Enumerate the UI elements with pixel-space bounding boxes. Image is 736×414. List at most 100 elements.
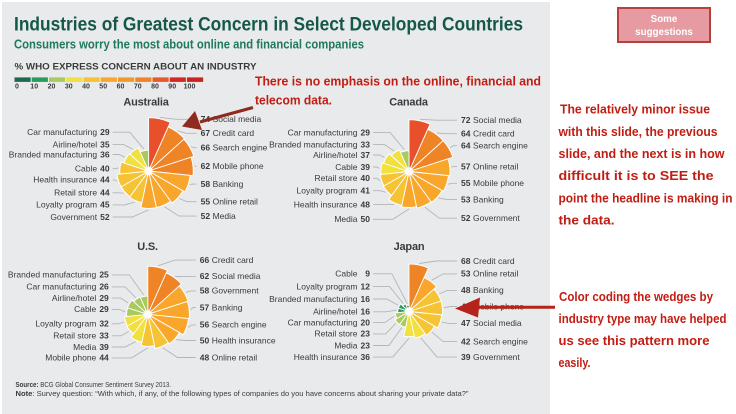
svg-text:Health insurance: Health insurance <box>212 335 276 345</box>
svg-text:23: 23 <box>361 329 371 339</box>
svg-text:58: 58 <box>201 179 211 189</box>
svg-text:39: 39 <box>99 342 109 352</box>
svg-text:Government: Government <box>473 213 520 223</box>
svg-text:53: 53 <box>461 194 471 204</box>
svg-text:48: 48 <box>461 285 471 295</box>
svg-text:50: 50 <box>200 335 210 345</box>
svg-text:Credit card: Credit card <box>212 255 254 265</box>
svg-text:Credit card: Credit card <box>473 129 515 139</box>
svg-text:29: 29 <box>100 127 110 137</box>
svg-text:Media: Media <box>73 342 96 352</box>
svg-text:41: 41 <box>361 186 371 196</box>
svg-text:Government: Government <box>473 352 520 362</box>
svg-text:26: 26 <box>99 282 109 292</box>
svg-text:Credit card: Credit card <box>213 128 255 138</box>
svg-text:Mobile phone: Mobile phone <box>213 161 264 171</box>
svg-text:48: 48 <box>361 199 371 209</box>
svg-text:easily.: easily. <box>559 355 591 370</box>
svg-text:Airline/hotel: Airline/hotel <box>313 150 358 160</box>
svg-text:16: 16 <box>361 307 371 317</box>
svg-text:Search engine: Search engine <box>473 336 528 346</box>
svg-text:Canada: Canada <box>389 97 429 109</box>
svg-text:16: 16 <box>361 294 371 304</box>
svg-text:Mobile phone: Mobile phone <box>45 353 96 363</box>
svg-text:Credit card: Credit card <box>473 256 515 266</box>
svg-text:Search engine: Search engine <box>473 141 528 151</box>
svg-text:Retail store: Retail store <box>53 331 96 341</box>
svg-text:Branded manufacturing: Branded manufacturing <box>269 139 358 149</box>
svg-text:35: 35 <box>100 139 110 149</box>
svg-text:40: 40 <box>361 173 371 183</box>
svg-text:Industries of Greatest Concern: Industries of Greatest Concern in Select… <box>14 14 523 36</box>
svg-text:Car manufacturing: Car manufacturing <box>27 127 97 137</box>
svg-text:Social media: Social media <box>473 318 522 328</box>
svg-text:30: 30 <box>65 84 73 91</box>
svg-text:36: 36 <box>361 352 371 362</box>
svg-text:telecom data.: telecom data. <box>255 93 332 108</box>
svg-text:25: 25 <box>99 270 109 280</box>
svg-text:Cable: Cable <box>335 269 357 279</box>
svg-text:Airline/hotel: Airline/hotel <box>313 307 358 317</box>
svg-text:U.S.: U.S. <box>137 241 158 253</box>
svg-text:Online retail: Online retail <box>473 161 518 171</box>
svg-text:29: 29 <box>361 127 371 137</box>
svg-text:44: 44 <box>100 188 110 198</box>
svg-text:57: 57 <box>200 302 210 312</box>
svg-text:Government: Government <box>212 286 259 296</box>
svg-text:100: 100 <box>184 84 196 91</box>
svg-text:56: 56 <box>200 320 210 330</box>
svg-text:50: 50 <box>99 84 107 91</box>
svg-text:Cable: Cable <box>335 162 357 172</box>
svg-text:90: 90 <box>168 84 176 91</box>
svg-text:% WHO EXPRESS CONCERN ABOUT AN: % WHO EXPRESS CONCERN ABOUT AN INDUSTRY <box>15 62 257 72</box>
svg-text:66: 66 <box>200 255 210 265</box>
svg-text:62: 62 <box>200 271 210 281</box>
svg-text:slide, and the next is in how: slide, and the next is in how <box>559 146 726 161</box>
svg-text:52: 52 <box>201 211 211 221</box>
svg-text:55: 55 <box>201 197 211 207</box>
svg-text:40: 40 <box>100 164 110 174</box>
svg-text:47: 47 <box>461 318 471 328</box>
svg-text:12: 12 <box>361 281 371 291</box>
svg-text:Branded manufacturing: Branded manufacturing <box>9 149 98 159</box>
svg-text:60: 60 <box>117 84 125 91</box>
svg-text:Consumers worry the most about: Consumers worry the most about online an… <box>14 38 364 52</box>
svg-text:Loyalty program: Loyalty program <box>297 186 358 196</box>
svg-text:45: 45 <box>100 200 110 210</box>
svg-text:suggestions: suggestions <box>635 27 693 38</box>
svg-text:Japan: Japan <box>394 241 425 253</box>
svg-text:Branded manufacturing: Branded manufacturing <box>8 270 97 280</box>
svg-text:Retail store: Retail store <box>54 188 97 198</box>
svg-text:Banking: Banking <box>213 179 244 189</box>
svg-text:Note: Survey question: “With w: Note: Survey question: “With which, if a… <box>16 389 470 398</box>
svg-text:39: 39 <box>461 352 471 362</box>
svg-text:Government: Government <box>50 212 97 222</box>
svg-text:difficult it is to SEE the: difficult it is to SEE the <box>559 168 714 183</box>
svg-text:Cable: Cable <box>74 304 96 314</box>
svg-text:Banking: Banking <box>212 302 243 312</box>
svg-text:Media: Media <box>213 211 236 221</box>
svg-text:23: 23 <box>361 340 371 350</box>
svg-text:Car manufacturing: Car manufacturing <box>288 127 358 137</box>
svg-text:36: 36 <box>100 149 110 159</box>
svg-text:72: 72 <box>461 115 471 125</box>
svg-text:Branded manufacturing: Branded manufacturing <box>269 294 358 304</box>
svg-text:Social media: Social media <box>213 114 262 124</box>
svg-text:Media: Media <box>334 340 357 350</box>
svg-text:64: 64 <box>461 129 471 139</box>
svg-text:42: 42 <box>461 336 471 346</box>
svg-text:There is no emphasis on the on: There is no emphasis on the online, fina… <box>255 74 541 89</box>
svg-text:Loyalty program: Loyalty program <box>36 200 97 210</box>
svg-text:Health insurance: Health insurance <box>33 175 97 185</box>
svg-text:Online retail: Online retail <box>212 352 257 362</box>
svg-text:66: 66 <box>201 143 211 153</box>
svg-text:with this slide, the previous: with this slide, the previous <box>558 124 718 139</box>
svg-text:29: 29 <box>99 304 109 314</box>
svg-text:industry type may have helped: industry type may have helped <box>559 311 727 326</box>
svg-text:Car manufacturing: Car manufacturing <box>26 282 96 292</box>
svg-text:33: 33 <box>99 331 109 341</box>
svg-text:9: 9 <box>365 269 370 279</box>
svg-text:55: 55 <box>461 178 471 188</box>
svg-text:67: 67 <box>201 128 211 138</box>
svg-text:Search engine: Search engine <box>212 320 267 330</box>
